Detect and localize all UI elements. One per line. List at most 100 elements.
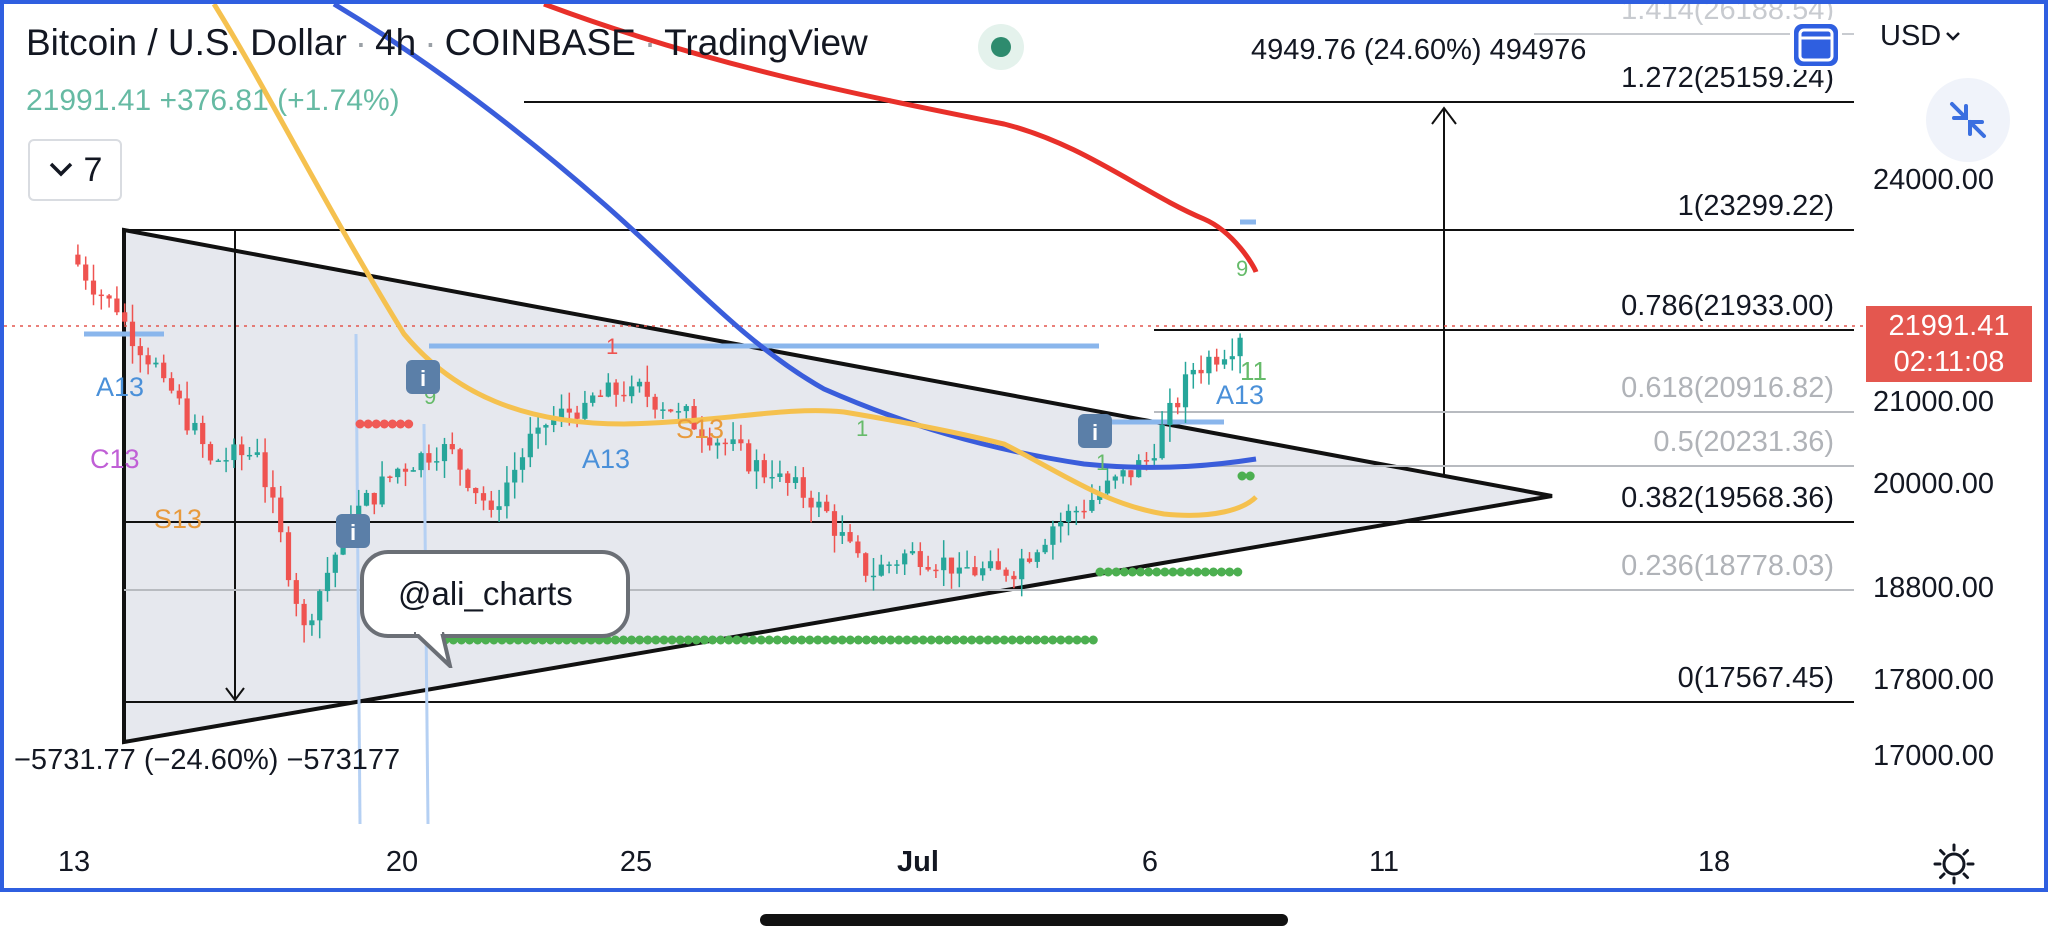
- fullscreen-button[interactable]: [1790, 20, 1842, 70]
- gear-icon: [1933, 843, 1975, 885]
- candle-body: [753, 460, 760, 472]
- exchange-label: COINBASE: [444, 22, 636, 63]
- info-badge[interactable]: i: [406, 360, 440, 394]
- chart-settings-button[interactable]: [1932, 842, 1976, 886]
- bubble-tail: [414, 632, 453, 668]
- candle-body: [473, 487, 479, 494]
- candle-body: [254, 452, 260, 455]
- candle-body: [699, 429, 705, 438]
- candle-body: [262, 452, 268, 488]
- td-label: A13: [96, 372, 144, 402]
- market-status-icon[interactable]: [978, 24, 1024, 70]
- candle-body: [1112, 476, 1118, 481]
- indicators-toggle-button[interactable]: 7: [28, 139, 122, 201]
- candle-body: [816, 501, 822, 508]
- candle-body: [122, 312, 128, 322]
- candle-body: [863, 553, 869, 576]
- candle-body: [1214, 356, 1220, 365]
- candle-body: [504, 482, 510, 507]
- collapse-button[interactable]: [1926, 78, 2010, 162]
- candle-body: [1167, 402, 1173, 426]
- candle-body: [730, 439, 736, 445]
- candle-body: [324, 572, 331, 592]
- candle-body: [870, 575, 877, 578]
- candle-body: [1042, 544, 1048, 553]
- candle-body: [551, 417, 557, 426]
- candle-body: [956, 567, 962, 574]
- candle-body: [519, 457, 526, 470]
- td-label: 9: [1236, 256, 1248, 281]
- candle-body: [980, 568, 986, 576]
- candle-body: [652, 396, 658, 410]
- candle-body: [309, 620, 315, 626]
- candle-body: [543, 425, 549, 428]
- candle-body: [574, 412, 580, 419]
- candle-body: [917, 551, 923, 568]
- candle-body: [527, 433, 533, 458]
- candle-body: [847, 532, 853, 542]
- candle-body: [239, 444, 245, 456]
- candle-body: [488, 500, 494, 510]
- info-badge[interactable]: i: [336, 514, 370, 548]
- x-axis-tick: 20: [385, 846, 419, 878]
- candle-body: [480, 493, 487, 501]
- td-label: A13: [1216, 380, 1264, 410]
- interval-label: 4h: [375, 22, 417, 63]
- candle-body: [785, 473, 791, 483]
- candle-body: [90, 280, 97, 295]
- candle-body: [808, 497, 814, 508]
- indicator-count: 7: [83, 150, 103, 189]
- currency-selector[interactable]: USD: [1880, 20, 1961, 53]
- candle-body: [512, 469, 518, 483]
- candle-body: [613, 382, 619, 395]
- measure-label-bottom: −5731.77 (−24.60%) −573177: [14, 744, 401, 776]
- collapse-arrows-icon: [1950, 102, 1986, 138]
- candle-body: [948, 557, 955, 574]
- candle-body: [278, 497, 284, 533]
- candle-body: [285, 532, 292, 581]
- candle-body: [629, 386, 635, 397]
- chart-window[interactable]: A13 C13 S13 S13 A13 A13 9 9 1 1 1 11 i i…: [0, 0, 2048, 892]
- candle-body: [1143, 460, 1150, 462]
- candle-body: [200, 422, 206, 445]
- candle-body: [1089, 499, 1095, 511]
- candle-body: [855, 541, 861, 554]
- ma-red-line: [543, 4, 1259, 274]
- candle-body: [465, 469, 471, 488]
- fib-label: 0.236(18778.03): [1621, 550, 1834, 582]
- chevron-down-icon: [49, 162, 72, 177]
- symbol-header[interactable]: Bitcoin / U.S. Dollar · 4h · COINBASE · Tradin…: [26, 22, 868, 64]
- candle-body: [410, 470, 416, 472]
- candle-body: [566, 408, 572, 413]
- candle-body: [231, 444, 237, 461]
- candle-body: [941, 557, 947, 571]
- td-label: S13: [676, 414, 724, 444]
- candle-body: [1011, 575, 1017, 580]
- candle-body: [270, 487, 276, 498]
- price-change: +376.81: [159, 84, 269, 117]
- x-axis-tick: 11: [1368, 846, 1400, 878]
- measure-arrow-up-head: [1431, 106, 1457, 125]
- candle-body: [356, 505, 362, 519]
- candle-body: [1198, 369, 1204, 374]
- candle-body: [925, 567, 931, 570]
- separator: ·: [643, 22, 657, 63]
- candle-body: [831, 511, 838, 536]
- candle-body: [1104, 480, 1111, 494]
- currency-label: USD: [1880, 20, 1942, 52]
- candle-body: [1081, 510, 1087, 513]
- x-axis-tick: 6: [1141, 846, 1159, 878]
- triangle-pattern[interactable]: [122, 227, 1553, 745]
- candle-body: [558, 408, 565, 418]
- candle-body: [207, 444, 214, 461]
- candle-body: [153, 362, 159, 365]
- candle-body: [590, 395, 596, 403]
- candle-body: [792, 477, 799, 483]
- home-indicator[interactable]: [760, 914, 1288, 926]
- candle-body: [1019, 558, 1025, 580]
- td-label: 1: [1096, 450, 1108, 475]
- candle-body: [379, 476, 385, 505]
- candle-body: [636, 381, 643, 387]
- candle-body: [886, 564, 892, 566]
- info-badge[interactable]: i: [1078, 414, 1112, 448]
